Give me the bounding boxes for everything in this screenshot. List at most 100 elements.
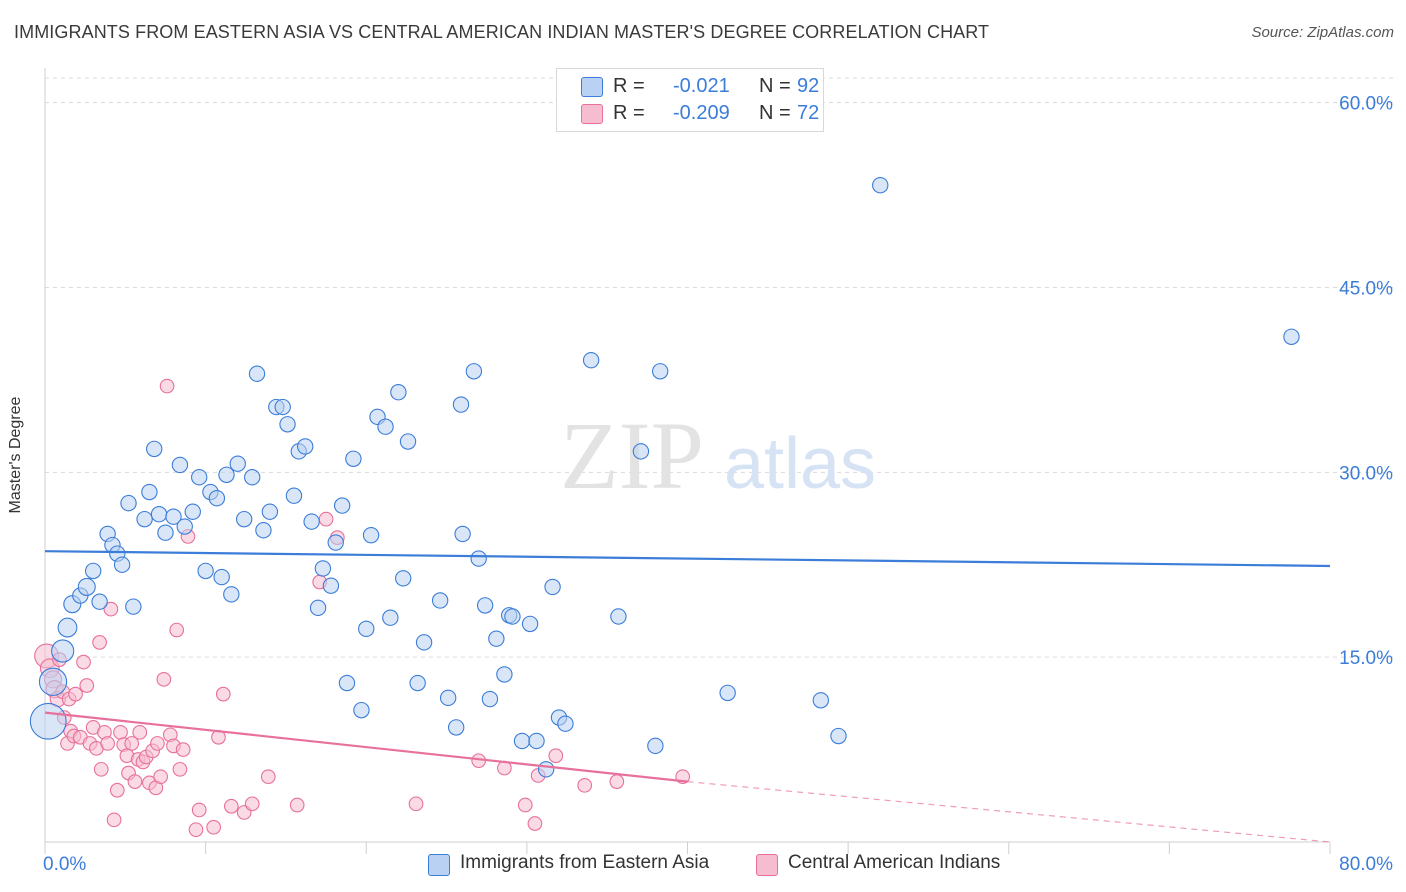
data-point-eastern-asia xyxy=(322,577,340,594)
data-point-eastern-asia xyxy=(213,568,230,586)
y-tick-label: 60.0% xyxy=(1339,94,1393,115)
data-point-eastern-asia xyxy=(255,522,272,539)
legend-r-value: -0.021 xyxy=(673,75,730,97)
data-point-eastern-asia xyxy=(488,630,505,647)
data-point-central-american-indians xyxy=(76,654,91,670)
data-point-eastern-asia xyxy=(476,597,494,614)
data-point-eastern-asia xyxy=(465,363,483,380)
data-point-eastern-asia xyxy=(345,450,362,467)
data-point-eastern-asia xyxy=(448,719,465,736)
data-point-central-american-indians xyxy=(153,769,168,785)
data-point-central-american-indians xyxy=(79,678,95,693)
data-point-eastern-asia xyxy=(244,469,261,486)
data-point-eastern-asia xyxy=(248,365,266,382)
data-point-eastern-asia xyxy=(610,608,627,625)
data-point-eastern-asia xyxy=(165,508,182,525)
data-point-eastern-asia xyxy=(229,455,246,472)
data-point-eastern-asia xyxy=(632,443,650,460)
data-point-eastern-asia xyxy=(439,689,457,707)
data-point-eastern-asia xyxy=(84,562,102,580)
data-point-central-american-indians xyxy=(92,635,107,650)
data-point-eastern-asia xyxy=(521,615,539,633)
data-point-eastern-asia xyxy=(91,593,108,610)
data-point-eastern-asia xyxy=(544,578,561,596)
data-point-central-american-indians xyxy=(188,822,204,838)
chart-title: IMMIGRANTS FROM EASTERN ASIA VS CENTRAL … xyxy=(14,22,990,42)
source-label: Source: ZipAtlas.com xyxy=(1251,24,1394,41)
data-point-eastern-asia xyxy=(504,608,521,625)
data-point-eastern-asia xyxy=(812,692,830,709)
data-point-eastern-asia xyxy=(470,550,487,567)
data-point-central-american-indians xyxy=(517,797,533,813)
data-point-central-american-indians xyxy=(175,742,191,757)
data-point-eastern-asia xyxy=(141,483,158,501)
data-point-central-american-indians xyxy=(68,686,83,702)
data-point-central-american-indians xyxy=(215,686,231,702)
trend-line-central-american-indians xyxy=(44,711,688,783)
data-point-central-american-indians xyxy=(548,748,564,764)
data-point-eastern-asia xyxy=(171,456,189,474)
data-point-central-american-indians xyxy=(132,724,148,740)
legend-n-value: 92 xyxy=(797,75,820,97)
data-point-central-american-indians xyxy=(106,812,122,828)
data-point-eastern-asia xyxy=(77,577,96,596)
grid-lines xyxy=(44,68,1395,854)
data-point-eastern-asia xyxy=(557,715,574,732)
watermark-zip: ZIP xyxy=(560,402,704,509)
data-point-eastern-asia xyxy=(496,666,513,683)
data-point-eastern-asia xyxy=(481,690,499,708)
data-point-eastern-asia xyxy=(51,639,75,663)
data-point-eastern-asia xyxy=(150,506,168,523)
data-point-central-american-indians xyxy=(109,782,125,798)
data-point-eastern-asia xyxy=(582,351,600,369)
data-point-central-american-indians xyxy=(206,819,222,835)
data-point-eastern-asia xyxy=(303,513,320,530)
data-point-central-american-indians xyxy=(191,802,207,818)
data-point-eastern-asia xyxy=(274,398,291,416)
legend-swatch-pink xyxy=(756,854,778,876)
data-point-eastern-asia xyxy=(146,440,163,458)
data-point-eastern-asia xyxy=(362,526,380,544)
data-point-eastern-asia xyxy=(647,737,664,755)
watermark-atlas: atlas xyxy=(724,424,876,504)
data-point-eastern-asia xyxy=(223,586,240,603)
data-point-central-american-indians xyxy=(260,769,276,785)
y-tick-label: 30.0% xyxy=(1339,463,1393,484)
trend-lines xyxy=(44,550,1331,843)
data-point-central-american-indians xyxy=(318,511,334,527)
legend-n-label: N = xyxy=(759,102,791,124)
data-point-central-american-indians xyxy=(93,761,109,777)
legend-swatch-pink xyxy=(581,104,603,124)
legend-r-label: R = xyxy=(613,75,645,97)
data-point-eastern-asia xyxy=(279,416,296,433)
legend-swatch-blue xyxy=(581,77,603,97)
data-point-central-american-indians xyxy=(223,798,239,814)
data-point-eastern-asia xyxy=(235,510,253,528)
correlation-legend: R = -0.021 N = 92 R = -0.209 N = 72 xyxy=(556,68,824,132)
data-point-eastern-asia xyxy=(314,560,332,577)
data-point-eastern-asia xyxy=(29,702,67,740)
data-point-eastern-asia xyxy=(184,503,201,520)
data-point-eastern-asia xyxy=(261,503,279,520)
data-point-eastern-asia xyxy=(113,556,131,573)
data-point-eastern-asia xyxy=(57,617,78,638)
data-point-eastern-asia xyxy=(431,592,449,609)
trend-line-eastern-asia xyxy=(44,550,1331,568)
data-point-eastern-asia xyxy=(218,466,235,483)
data-point-central-american-indians xyxy=(172,761,188,777)
data-point-central-american-indians xyxy=(124,736,140,751)
data-point-central-american-indians xyxy=(150,736,165,751)
series-eastern-asia-points xyxy=(29,177,1300,778)
data-point-central-american-indians xyxy=(244,796,260,812)
legend-swatch-blue xyxy=(428,854,450,876)
data-point-central-american-indians xyxy=(289,797,305,813)
legend-r-label: R = xyxy=(613,102,645,124)
data-point-eastern-asia xyxy=(136,510,153,528)
data-point-eastern-asia xyxy=(719,684,736,702)
legend-n-label: N = xyxy=(759,75,791,97)
data-point-central-american-indians xyxy=(609,774,625,789)
data-point-eastern-asia xyxy=(197,562,214,580)
y-axis-label-text: Master's Degree xyxy=(7,396,24,514)
y-tick-label: 15.0% xyxy=(1339,648,1393,669)
